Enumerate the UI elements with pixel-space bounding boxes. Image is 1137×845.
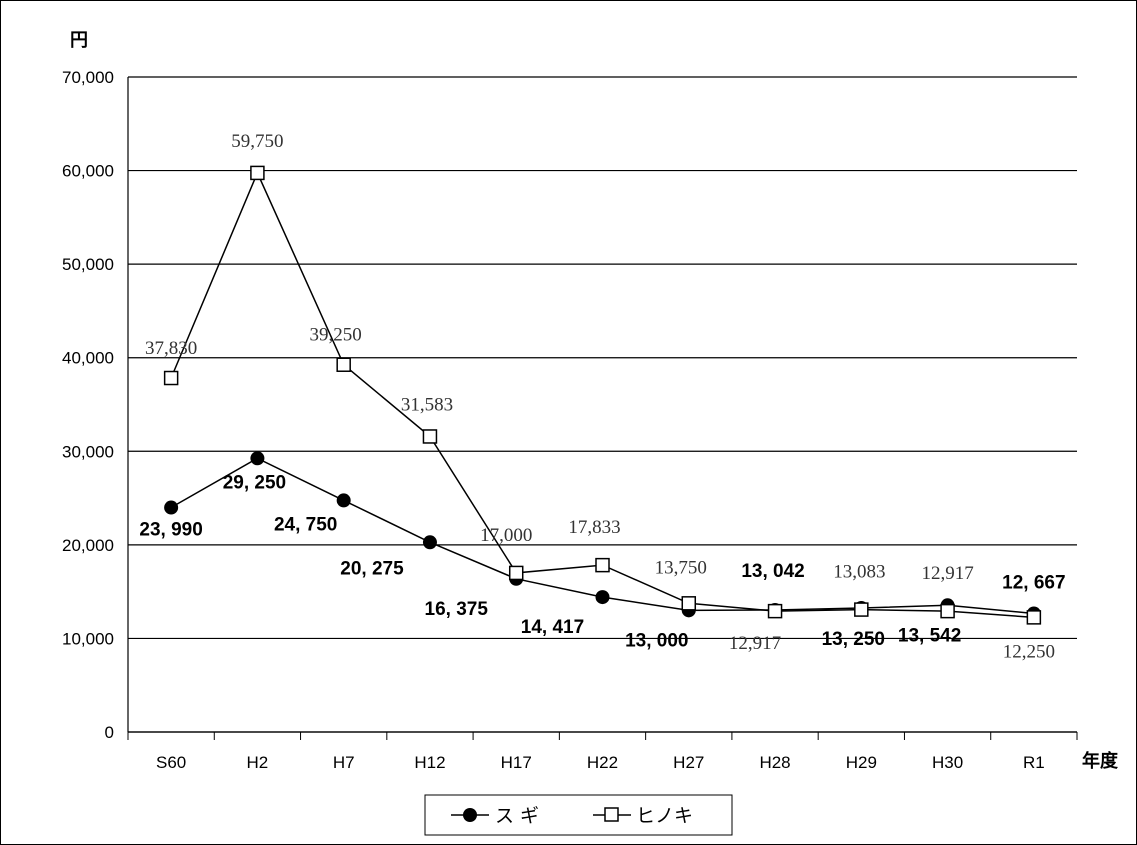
y-tick-label: 40,000 xyxy=(62,349,114,368)
point-sugi xyxy=(250,451,265,466)
data-label-sugi: 13, 042 xyxy=(741,561,804,582)
point-hinoki xyxy=(1026,610,1042,625)
point-hinoki xyxy=(508,565,524,581)
y-tick-label: 60,000 xyxy=(62,162,114,181)
data-label-sugi: 16, 375 xyxy=(425,599,489,620)
data-label-sugi: 24, 750 xyxy=(274,514,337,535)
data-label-hinoki: 12,250 xyxy=(1003,641,1055,662)
x-tick-label: H12 xyxy=(414,753,445,772)
y-axis-ticks: 0 10,000 20,000 30,000 40,000 50,000 60,000 70,… xyxy=(62,68,114,742)
point-sugi xyxy=(164,500,179,515)
y-tick-label: 50,000 xyxy=(62,255,114,274)
x-tick-label: H30 xyxy=(932,753,963,772)
x-tick-label: R1 xyxy=(1023,753,1045,772)
data-label-hinoki: 13,750 xyxy=(655,557,707,578)
y-tick-label: 10,000 xyxy=(62,629,114,648)
data-label-sugi: 23, 990 xyxy=(139,520,202,541)
series-lines xyxy=(170,171,1034,619)
x-tick-label: H22 xyxy=(587,753,618,772)
y-tick-label: 20,000 xyxy=(62,536,114,555)
series-markers xyxy=(163,165,1042,625)
series-line-hinoki xyxy=(170,171,1034,619)
data-label-hinoki: 12,917 xyxy=(921,563,973,584)
point-sugi xyxy=(595,590,610,605)
point-sugi xyxy=(422,535,437,550)
data-label-hinoki: 12,917 xyxy=(729,633,781,654)
y-tick-label: 0 xyxy=(105,723,114,742)
x-tick-label: H27 xyxy=(673,753,704,772)
y-axis-unit-label: 円 xyxy=(70,30,88,51)
y-tick-label: 70,000 xyxy=(62,68,114,87)
legend-hinoki-label: ヒノキ xyxy=(636,805,693,827)
legend-hinoki-marker xyxy=(604,807,619,822)
data-label-hinoki: 59,750 xyxy=(231,131,283,152)
x-tick-label: H28 xyxy=(759,753,790,772)
data-labels: 23, 990 29, 250 24, 750 20, 275 16, 375 14, 4… xyxy=(139,131,1065,662)
point-hinoki xyxy=(854,602,869,617)
data-label-hinoki: 17,833 xyxy=(568,517,620,538)
data-label-hinoki: 39,250 xyxy=(310,325,362,346)
point-hinoki xyxy=(163,370,179,386)
data-label-hinoki: 31,583 xyxy=(401,394,453,415)
data-label-sugi: 12, 667 xyxy=(1002,572,1065,593)
data-label-sugi: 29, 250 xyxy=(223,472,286,493)
legend-sugi-label: ス ギ xyxy=(495,805,539,827)
point-hinoki xyxy=(681,596,697,611)
y-tick-label: 30,000 xyxy=(62,442,114,461)
legend: ス ギ ヒノキ xyxy=(424,794,733,836)
data-label-hinoki: 37,830 xyxy=(145,338,197,359)
point-hinoki xyxy=(595,557,610,573)
data-label-sugi: 13, 250 xyxy=(822,629,885,650)
x-tick-label: H2 xyxy=(247,753,269,772)
point-hinoki xyxy=(940,603,955,619)
point-hinoki xyxy=(767,603,783,619)
data-label-sugi: 20, 275 xyxy=(340,558,404,579)
point-hinoki xyxy=(336,357,351,372)
x-tick-label: S60 xyxy=(156,753,186,772)
x-axis: S60 H2 H7 H12 H17 H22 H27 H28 H29 H30 R1 xyxy=(127,77,1078,772)
x-tick-label: H7 xyxy=(333,753,355,772)
x-tick-label: H29 xyxy=(846,753,877,772)
x-tick-label: H17 xyxy=(501,753,532,772)
x-axis-title: 年度 xyxy=(1082,750,1119,772)
legend-sugi-marker xyxy=(463,808,477,822)
point-sugi xyxy=(336,493,351,508)
data-label-hinoki: 13,083 xyxy=(833,562,885,583)
data-label-sugi: 14, 417 xyxy=(521,617,584,638)
point-hinoki xyxy=(250,165,265,181)
data-label-sugi: 13, 542 xyxy=(898,625,961,646)
data-label-sugi: 13, 000 xyxy=(625,630,688,651)
point-hinoki xyxy=(422,429,438,444)
data-label-hinoki: 17,000 xyxy=(480,525,532,546)
